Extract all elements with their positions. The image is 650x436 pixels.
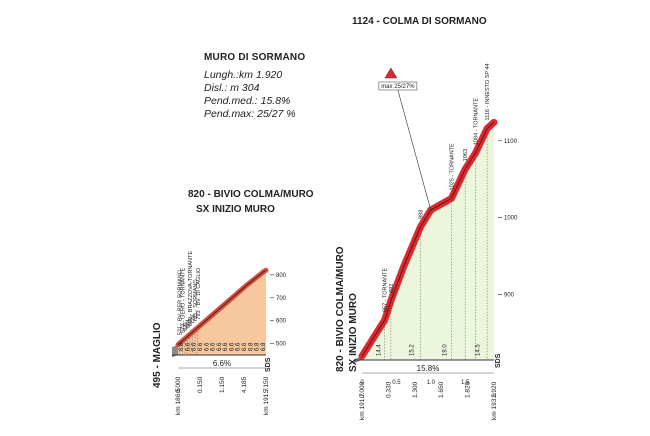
right-waypoint-label: 1025 - TORNANTE xyxy=(449,143,455,191)
left-gradient-label: 6.8 xyxy=(261,342,267,351)
left-gradient-label: 6.6 xyxy=(223,342,229,351)
left-distance-label: 5.150 xyxy=(263,376,270,393)
right-distance-label: 0.000 xyxy=(359,381,366,398)
max-gradient-label: max 25/27% xyxy=(381,84,415,90)
right-gradient-label: 14.4 xyxy=(377,344,383,356)
left-distance-label: 1.150 xyxy=(219,376,226,393)
right-distance-label: 0.330 xyxy=(385,381,392,398)
left-profile-edge xyxy=(177,269,267,345)
left-waypoint-label: 664 xyxy=(185,319,191,328)
left-y-tick-label: 500 xyxy=(276,342,287,348)
right-x-tick-label: 1.5 xyxy=(461,380,470,386)
left-start-wall xyxy=(172,344,178,358)
left-km-end: km 191.7 xyxy=(263,388,270,415)
left-gradient-label: 6.8 xyxy=(248,342,254,351)
right-gradient-label: 19.0 xyxy=(443,344,449,356)
left-km-start: km 186.5 xyxy=(175,388,182,415)
right-km-start: km 191.7 xyxy=(359,393,366,420)
right-distance-label: 1.920 xyxy=(491,381,498,398)
right-y-tick-label: 1000 xyxy=(504,216,518,222)
right-waypoint-label: 988 xyxy=(418,210,424,219)
left-gradient-label: 6.6 xyxy=(211,342,217,351)
left-gradient-label: 6.6 xyxy=(204,342,210,351)
left-distance-label: 4.185 xyxy=(241,376,248,393)
climb-info-box: MURO DI SORMANO Lungh.:km 1.920 Disl.: m… xyxy=(204,52,344,121)
left-y-tick-label: 600 xyxy=(276,319,287,325)
left-waypoint-label: 631 xyxy=(183,322,189,331)
right-waypoint-label: 1116 - INNESTO SP 44 xyxy=(485,63,491,120)
right-start-label-1: 820 - BIVIO COLMA/MURO xyxy=(335,246,346,372)
right-waypoint-label: 1084 - TORNANTE xyxy=(473,98,479,146)
right-end-label: 1124 - COLMA DI SORMANO xyxy=(352,16,487,27)
left-gradient-label: 6.6 xyxy=(236,342,242,351)
right-distance-label: 1.820 xyxy=(465,381,472,398)
right-y-tick-label: 900 xyxy=(504,293,515,299)
left-gradient-label: 6.6 xyxy=(179,342,185,351)
right-km-end: km 193.6 xyxy=(491,393,498,420)
right-gradient-label: 15.2 xyxy=(410,344,416,356)
right-y-tick-label: 1100 xyxy=(504,139,518,145)
right-waypoint-label: 892 xyxy=(389,284,395,293)
left-waypoint-label: 531 - BV. PER SORMANO xyxy=(178,269,184,335)
right-distance-label: 1.650 xyxy=(438,381,445,398)
left-gradient-label: 6.8 xyxy=(255,342,261,351)
left-gradient-label: 6.6 xyxy=(185,342,191,351)
right-brand: SDS xyxy=(495,353,502,368)
left-start-label: 495 - MAGLIO xyxy=(152,322,163,388)
climb-average-gradient: Pend.med.: 15.8% xyxy=(204,95,291,107)
right-x-tick-label: 0.5 xyxy=(392,380,401,386)
left-gradient-label: 6.6 xyxy=(229,342,235,351)
left-waypoint-label: 573 - GERO - TORNANTE xyxy=(180,267,186,333)
right-gradient-label: 14.5 xyxy=(476,344,482,356)
left-average-gradient: 6.6% xyxy=(213,359,231,368)
left-gradient-label: 6.6 xyxy=(242,342,248,351)
left-gradient-label: 6.6 xyxy=(192,342,198,351)
right-waypoint-label: 867 - TORNANTE xyxy=(383,268,389,312)
left-y-tick-label: 700 xyxy=(276,296,287,302)
left-waypoint-label: 793 - BV. DI CAGLIO xyxy=(196,267,202,319)
right-average-gradient: 15.8% xyxy=(417,364,440,373)
right-x-tick-label: 1.0 xyxy=(427,380,436,386)
left-distance-label: 0.000 xyxy=(175,376,182,393)
left-distance-label: 0.150 xyxy=(197,376,204,393)
left-brand: SDS xyxy=(265,357,272,372)
left-end-label-1: 820 - BIVIO COLMA/MURO xyxy=(188,189,314,200)
right-start-label-2: SX INIZIO MURO xyxy=(348,293,359,372)
left-profile-area xyxy=(178,270,266,355)
climb-elevation-gain: Disl.: m 304 xyxy=(204,82,260,94)
right-distance-label: 1.300 xyxy=(412,381,419,398)
right-x-tick-label: 0 xyxy=(360,380,364,386)
left-gradient-label: 6.6 xyxy=(198,342,204,351)
max-gradient-icon xyxy=(384,67,398,79)
left-gradient-label: 6.6 xyxy=(217,342,223,351)
left-waypoint-label: 728 xyxy=(191,315,197,324)
max-gradient-pointer xyxy=(397,89,432,211)
left-y-tick-label: 800 xyxy=(276,273,287,279)
climb-title: MURO DI SORMANO xyxy=(204,52,306,63)
climb-max-gradient: Pend.max: 25/27 % xyxy=(204,108,296,120)
left-waypoint-label: 689 - BRAZZOVA-TORNANTE xyxy=(188,251,194,327)
right-waypoint-label: 1063 xyxy=(463,149,469,161)
left-end-label-2: SX INIZIO MURO xyxy=(196,204,275,215)
left-waypoint-label: 765 - SORMANO xyxy=(193,279,199,322)
climb-length: Lungh.:km 1.920 xyxy=(204,69,283,81)
